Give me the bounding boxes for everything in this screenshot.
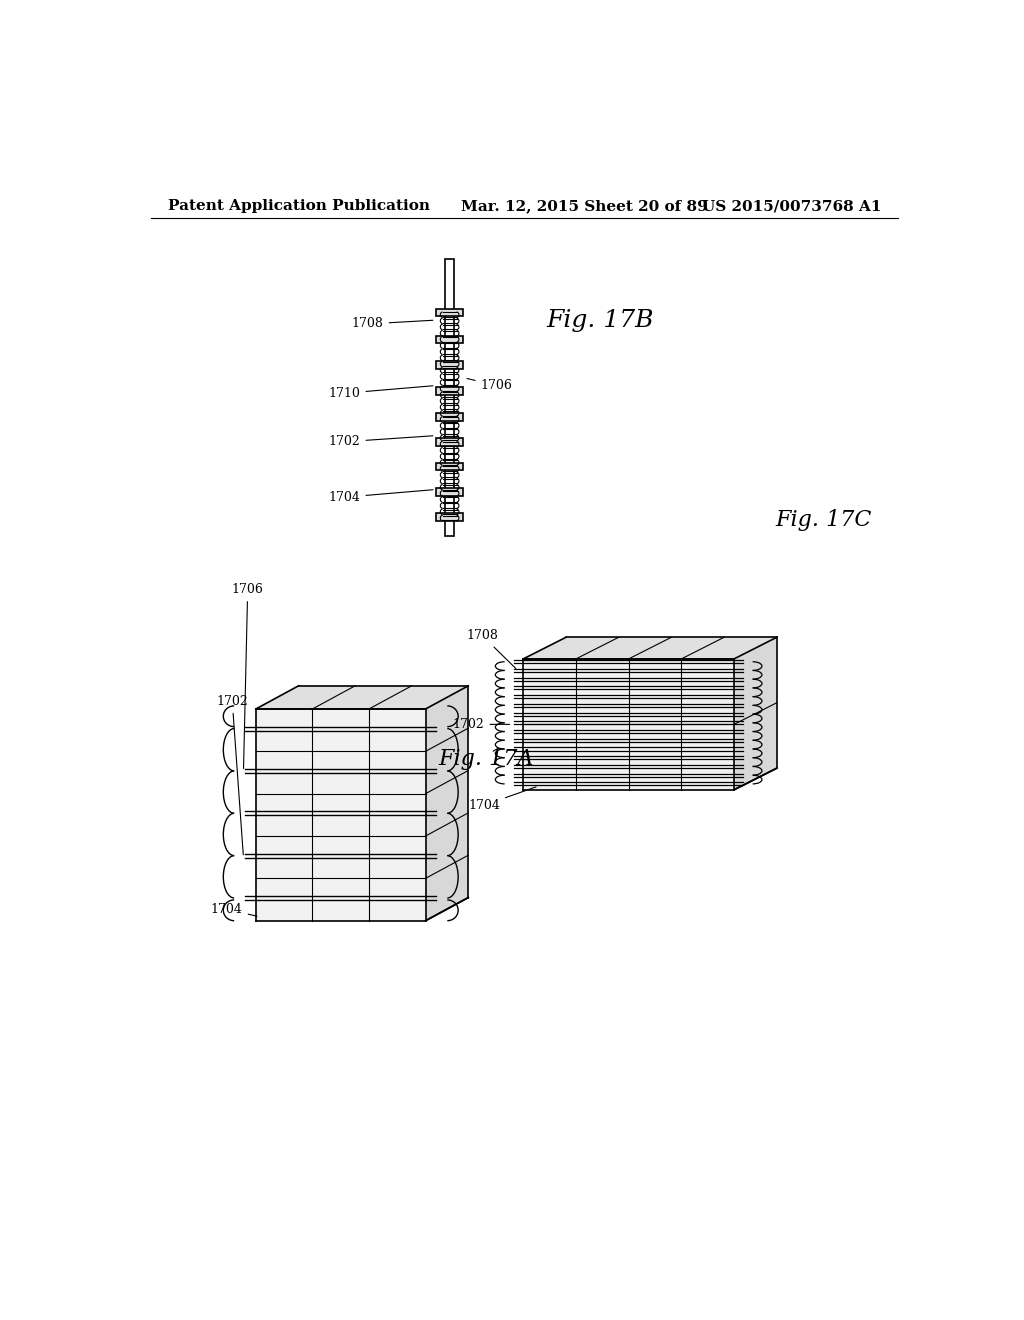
- Polygon shape: [426, 686, 468, 921]
- Text: 1708: 1708: [352, 317, 433, 330]
- Bar: [436, 387, 463, 395]
- Bar: [445, 259, 455, 536]
- Text: Fig. 17C: Fig. 17C: [775, 510, 871, 532]
- Polygon shape: [734, 638, 776, 789]
- Text: 1708: 1708: [467, 630, 516, 668]
- Bar: [436, 438, 463, 446]
- Text: 1704: 1704: [329, 490, 433, 504]
- Bar: [436, 335, 463, 343]
- Text: US 2015/0073768 A1: US 2015/0073768 A1: [701, 199, 882, 213]
- Polygon shape: [523, 638, 776, 659]
- Bar: [436, 513, 463, 521]
- Polygon shape: [256, 709, 426, 921]
- Bar: [436, 462, 463, 470]
- Text: Mar. 12, 2015 Sheet 20 of 89: Mar. 12, 2015 Sheet 20 of 89: [461, 199, 708, 213]
- Text: 1706: 1706: [231, 583, 263, 768]
- Text: 1704: 1704: [468, 787, 537, 812]
- Text: 1702: 1702: [216, 694, 248, 855]
- Text: Fig. 17B: Fig. 17B: [547, 309, 654, 331]
- Text: 1702: 1702: [329, 436, 433, 449]
- Text: Fig. 17A: Fig. 17A: [438, 748, 534, 770]
- Polygon shape: [256, 686, 468, 709]
- Text: 1706: 1706: [467, 379, 512, 392]
- Text: 1704: 1704: [211, 903, 257, 916]
- Polygon shape: [523, 659, 734, 789]
- Bar: [436, 488, 463, 496]
- Bar: [436, 309, 463, 317]
- Bar: [436, 413, 463, 421]
- Text: Patent Application Publication: Patent Application Publication: [168, 199, 430, 213]
- Bar: [436, 360, 463, 368]
- Text: 1702: 1702: [453, 718, 510, 731]
- Text: 1710: 1710: [329, 385, 433, 400]
